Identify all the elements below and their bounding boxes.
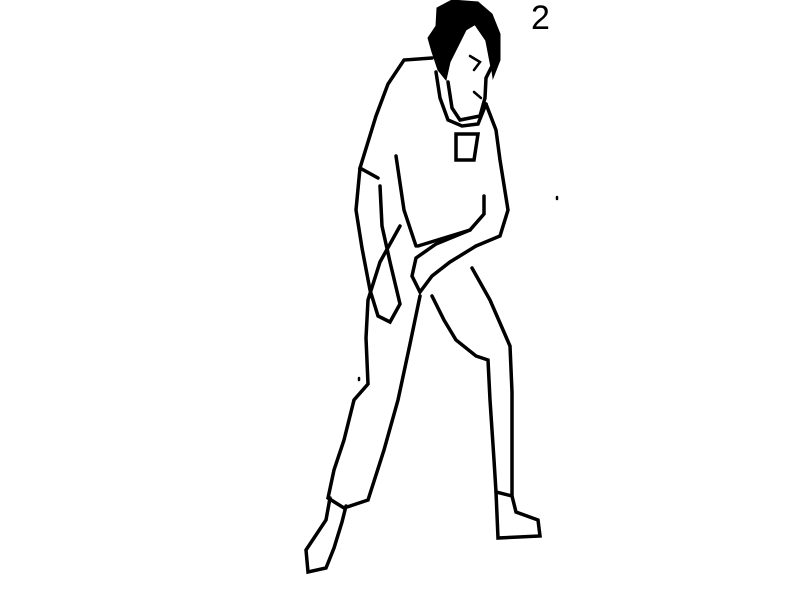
figure-collar — [434, 70, 488, 128]
figure-leg-left — [326, 224, 422, 510]
figure-arm-right — [410, 194, 486, 296]
figure-torso-side — [394, 154, 418, 248]
figure-arm-left — [354, 166, 402, 325]
figure-chest — [474, 102, 510, 248]
figure-shoe-left — [304, 496, 348, 575]
figure-leg-right — [430, 266, 514, 499]
figure-mouth — [472, 90, 483, 100]
figure-belt — [416, 228, 472, 248]
figure-back — [357, 56, 434, 180]
figure-shoe-right — [494, 490, 542, 540]
figure-eye — [468, 54, 482, 72]
figure-badge — [454, 132, 481, 162]
frame-number: 2 — [531, 0, 550, 37]
figure-face — [446, 22, 494, 122]
